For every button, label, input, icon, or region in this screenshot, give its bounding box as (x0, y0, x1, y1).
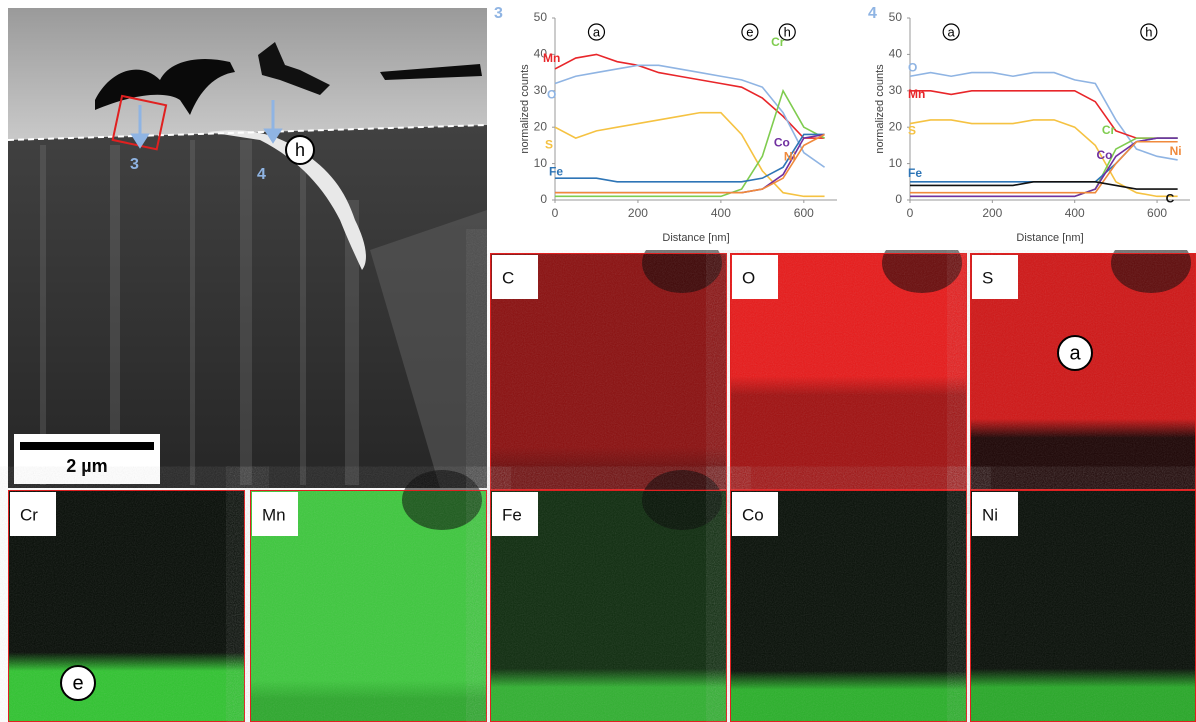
x-tick-label: 0 (552, 206, 559, 220)
series-label: Fe (549, 164, 563, 178)
eds-map: C (490, 233, 727, 490)
series-label: Ni (784, 150, 796, 164)
marker-label: 3 (130, 156, 139, 173)
series-label: Cr (771, 35, 785, 49)
y-tick-label: 50 (534, 10, 548, 24)
series-label: S (908, 124, 916, 138)
panel-label: 4 (868, 5, 877, 22)
x-tick-label: 200 (982, 206, 1002, 220)
map-label: Mn (262, 505, 286, 524)
series-label: S (545, 137, 553, 151)
series-label: Fe (908, 166, 922, 180)
annotation: h (295, 140, 305, 160)
series-label: Mn (908, 87, 925, 101)
series-label: Mn (543, 51, 560, 65)
map-label: O (742, 268, 755, 287)
series-label: O (547, 88, 556, 102)
x-tick-label: 600 (1147, 206, 1167, 220)
y-tick-label: 50 (889, 10, 903, 24)
y-tick-label: 0 (895, 192, 902, 206)
page: 3 4 h 2 µm COSaCreMnFeCoNi 3010203040500… (0, 0, 1196, 722)
eds-map: Sa (970, 233, 1196, 490)
map-label: Cr (20, 505, 38, 524)
figure: 3 4 h 2 µm COSaCreMnFeCoNi 3010203040500… (0, 0, 1196, 722)
map-annotation: e (72, 672, 83, 694)
series-label: C (1166, 191, 1175, 205)
eds-map: Mn (250, 470, 487, 722)
panel-label: 3 (494, 5, 503, 22)
annotation: a (593, 24, 601, 39)
eds-map: Fe (490, 470, 727, 722)
eds-map: O (730, 233, 967, 490)
map-label: Co (742, 505, 764, 524)
map-label: S (982, 268, 993, 287)
series-label: Ni (1170, 144, 1182, 158)
x-tick-label: 600 (794, 206, 814, 220)
x-tick-label: 400 (1065, 206, 1085, 220)
annotation: e (746, 24, 753, 39)
series-label: O (908, 60, 917, 74)
map-annotation: a (1069, 342, 1081, 364)
y-tick-label: 40 (889, 47, 903, 61)
series-label: Cr (1102, 123, 1116, 137)
x-axis-label: Distance [nm] (662, 232, 729, 244)
map-label: C (502, 268, 514, 287)
y-tick-label: 30 (889, 83, 903, 97)
annotation: a (948, 24, 956, 39)
y-tick-label: 10 (534, 156, 548, 170)
micrograph: 3 4 h 2 µm (8, 8, 487, 488)
y-axis-label: normalized counts (519, 64, 531, 154)
annotation: h (1145, 24, 1152, 39)
y-tick-label: 20 (889, 119, 903, 133)
y-axis-label: normalized counts (874, 64, 886, 154)
eds-map: Co (730, 490, 967, 722)
x-axis-label: Distance [nm] (1016, 232, 1083, 244)
scale-bar-label: 2 µm (66, 456, 107, 476)
y-tick-label: 0 (540, 192, 547, 206)
map-label: Fe (502, 505, 522, 524)
marker-label: 4 (257, 166, 266, 183)
series-label: Co (1096, 148, 1112, 162)
y-tick-label: 20 (534, 119, 548, 133)
map-label: Ni (982, 505, 998, 524)
y-tick-label: 10 (889, 156, 903, 170)
y-tick-label: 30 (534, 83, 548, 97)
x-tick-label: 0 (907, 206, 914, 220)
annotation: h (784, 24, 791, 39)
x-tick-label: 400 (711, 206, 731, 220)
eds-map: Cr e (8, 490, 245, 722)
x-tick-label: 200 (628, 206, 648, 220)
series-label: Co (774, 135, 790, 149)
eds-map: Ni (970, 490, 1196, 722)
